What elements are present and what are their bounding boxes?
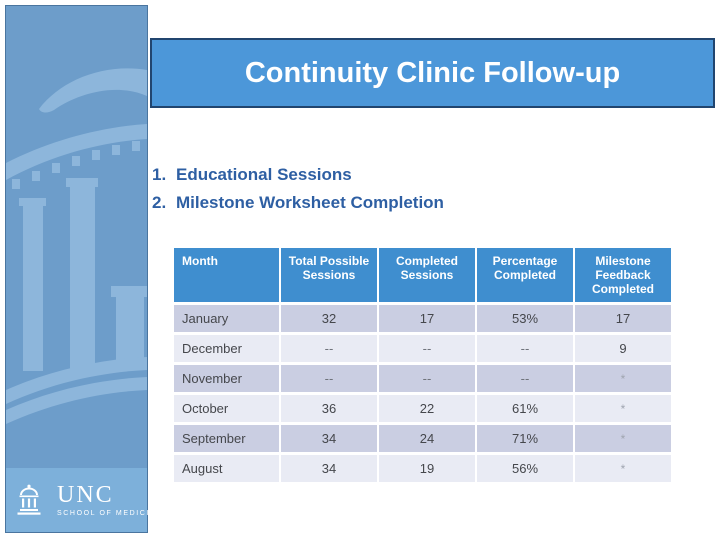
logo-text: UNC SCHOOL OF MEDICINE (57, 483, 163, 517)
cell-completed: 17 (379, 305, 475, 332)
agenda-item-2-number: 2. (152, 193, 167, 212)
old-well-icon (17, 484, 41, 515)
header-month: Month (174, 248, 279, 302)
agenda-item-1-number: 1. (152, 165, 167, 184)
agenda-list: 1. Educational Sessions 2. Milestone Wor… (152, 161, 444, 217)
cell-total-possible: 34 (281, 425, 377, 452)
cell-milestone-feedback: * (575, 365, 671, 392)
cell-percentage: -- (477, 335, 573, 362)
cell-month: August (174, 455, 279, 482)
table-header-row: Month Total Possible Sessions Completed … (174, 248, 671, 302)
cell-milestone-feedback: 9 (575, 335, 671, 362)
sidebar-panel: UNC SCHOOL OF MEDICINE (5, 5, 161, 533)
table-row-january: January 32 17 53% 17 (174, 305, 671, 332)
cell-month: November (174, 365, 279, 392)
cell-completed: 24 (379, 425, 475, 452)
sessions-table: Month Total Possible Sessions Completed … (172, 245, 673, 485)
table-row-november: November -- -- -- * (174, 365, 671, 392)
cell-total-possible: 34 (281, 455, 377, 482)
cell-completed: -- (379, 365, 475, 392)
slide-title: Continuity Clinic Follow-up (244, 56, 621, 89)
cell-month: September (174, 425, 279, 452)
table-row-august: August 34 19 56% * (174, 455, 671, 482)
logo-sub-name: SCHOOL OF MEDICINE (57, 510, 163, 517)
slide-title-bar: Continuity Clinic Follow-up (150, 38, 715, 108)
cell-month: December (174, 335, 279, 362)
header-completed-sessions: Completed Sessions (379, 248, 475, 302)
cell-milestone-feedback: * (575, 425, 671, 452)
cell-percentage: 53% (477, 305, 573, 332)
cell-percentage: -- (477, 365, 573, 392)
cell-percentage: 61% (477, 395, 573, 422)
header-percentage-completed: Percentage Completed (477, 248, 573, 302)
cell-total-possible: 36 (281, 395, 377, 422)
old-well-watermark-graphic (6, 68, 147, 424)
cell-total-possible: 32 (281, 305, 377, 332)
cell-milestone-feedback: * (575, 395, 671, 422)
table-row-september: September 34 24 71% * (174, 425, 671, 452)
cell-percentage: 71% (477, 425, 573, 452)
cell-total-possible: -- (281, 335, 377, 362)
sessions-table-container: Month Total Possible Sessions Completed … (172, 245, 673, 485)
header-total-possible-sessions: Total Possible Sessions (281, 248, 377, 302)
cell-percentage: 56% (477, 455, 573, 482)
cell-completed: 19 (379, 455, 475, 482)
cell-month: October (174, 395, 279, 422)
cell-month: January (174, 305, 279, 332)
cell-total-possible: -- (281, 365, 377, 392)
logo-org-name: UNC (57, 482, 114, 508)
header-milestone-feedback-completed: Milestone Feedback Completed (575, 248, 671, 302)
agenda-item-1: 1. Educational Sessions (152, 161, 444, 189)
agenda-item-1-label: Educational Sessions (176, 165, 352, 184)
table-row-october: October 36 22 61% * (174, 395, 671, 422)
cell-completed: -- (379, 335, 475, 362)
unc-som-logo: UNC SCHOOL OF MEDICINE (6, 468, 161, 532)
cell-milestone-feedback: * (575, 455, 671, 482)
agenda-item-2: 2. Milestone Worksheet Completion (152, 189, 444, 217)
cell-milestone-feedback: 17 (575, 305, 671, 332)
cell-completed: 22 (379, 395, 475, 422)
table-row-december: December -- -- -- 9 (174, 335, 671, 362)
agenda-item-2-label: Milestone Worksheet Completion (176, 193, 444, 212)
